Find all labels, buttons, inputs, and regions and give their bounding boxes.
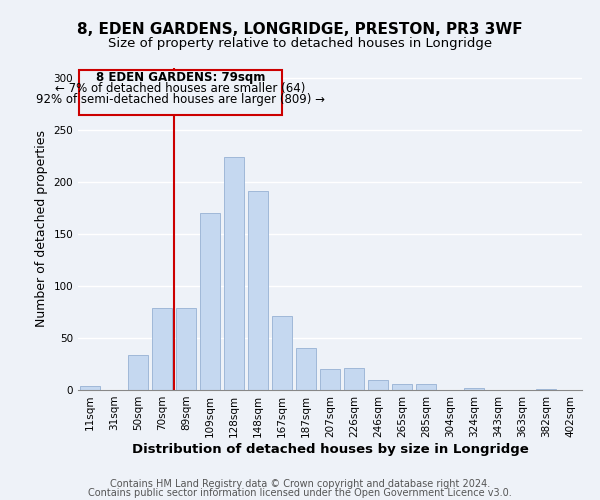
Bar	[80, 386, 100, 390]
Bar	[176, 308, 196, 390]
Text: Contains public sector information licensed under the Open Government Licence v3: Contains public sector information licen…	[88, 488, 512, 498]
Bar	[464, 388, 484, 390]
Bar	[272, 316, 292, 390]
Text: ← 7% of detached houses are smaller (64): ← 7% of detached houses are smaller (64)	[55, 82, 306, 95]
Bar	[416, 384, 436, 390]
Bar	[368, 380, 388, 390]
Bar	[392, 384, 412, 390]
Bar	[152, 308, 172, 390]
Text: Contains HM Land Registry data © Crown copyright and database right 2024.: Contains HM Land Registry data © Crown c…	[110, 479, 490, 489]
Text: 92% of semi-detached houses are larger (809) →: 92% of semi-detached houses are larger (…	[36, 93, 325, 106]
Bar	[296, 348, 316, 390]
Bar	[320, 369, 340, 390]
Y-axis label: Number of detached properties: Number of detached properties	[35, 130, 48, 327]
Bar	[248, 192, 268, 390]
Text: Size of property relative to detached houses in Longridge: Size of property relative to detached ho…	[108, 38, 492, 51]
Text: 8 EDEN GARDENS: 79sqm: 8 EDEN GARDENS: 79sqm	[96, 72, 265, 85]
FancyBboxPatch shape	[79, 70, 282, 116]
Bar	[536, 389, 556, 390]
X-axis label: Distribution of detached houses by size in Longridge: Distribution of detached houses by size …	[131, 442, 529, 456]
Bar	[200, 213, 220, 390]
Bar	[128, 354, 148, 390]
Text: 8, EDEN GARDENS, LONGRIDGE, PRESTON, PR3 3WF: 8, EDEN GARDENS, LONGRIDGE, PRESTON, PR3…	[77, 22, 523, 38]
Bar	[224, 157, 244, 390]
Bar	[344, 368, 364, 390]
